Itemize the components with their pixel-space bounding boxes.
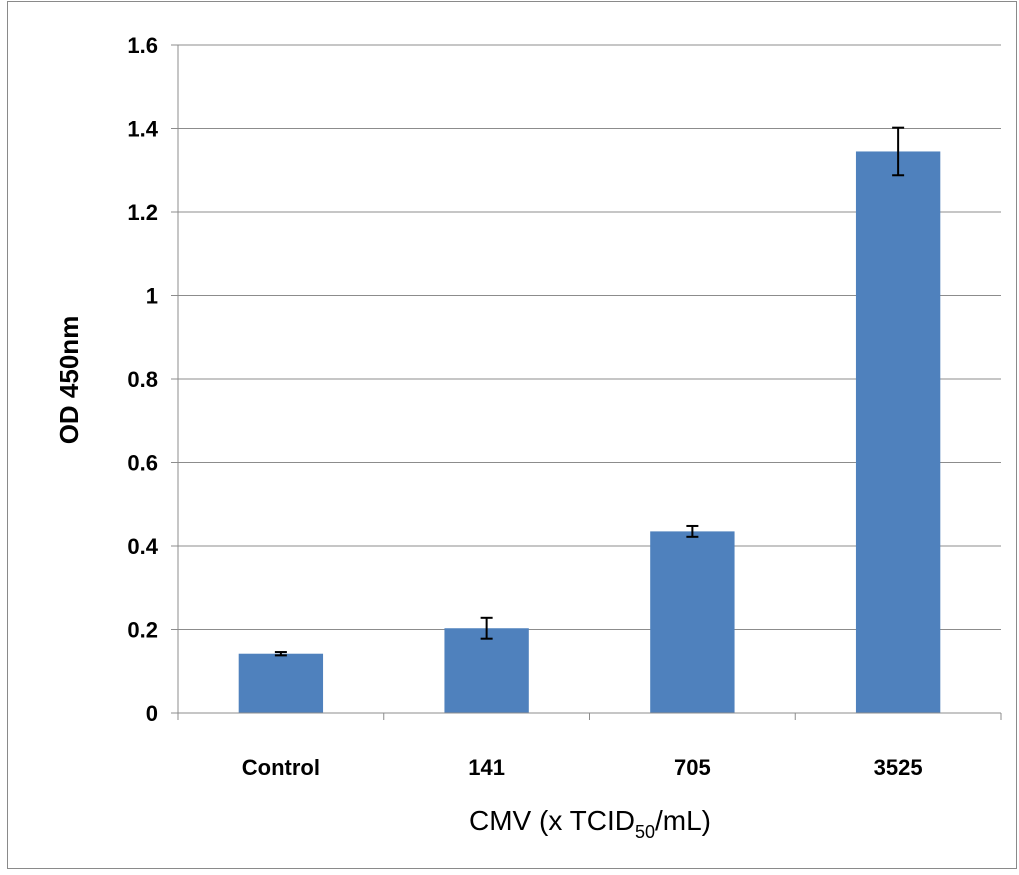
- y-tick-label: 0.4: [127, 534, 158, 559]
- x-tick-label: Control: [242, 755, 320, 780]
- y-tick-label: 1.4: [127, 117, 158, 142]
- y-axis-title: OD 450nm: [54, 316, 84, 445]
- x-tick-label: 3525: [874, 755, 923, 780]
- y-tick-label: 0.8: [127, 367, 158, 392]
- x-axis-title-prefix: CMV (x TCID: [469, 805, 635, 836]
- x-tick-label: 705: [674, 755, 711, 780]
- chart-frame: [7, 1, 1017, 869]
- bar: [855, 151, 941, 713]
- x-axis-title-subscript: 50: [635, 822, 655, 842]
- bar: [650, 531, 735, 713]
- y-tick-label: 1.2: [127, 200, 158, 225]
- y-tick-label: 0.2: [127, 618, 158, 643]
- x-tick-label: 141: [468, 755, 505, 780]
- bar: [238, 653, 324, 713]
- x-axis-title: CMV (x TCID50/mL): [469, 805, 711, 842]
- x-axis-title-suffix: /mL): [655, 805, 711, 836]
- y-tick-label: 0.6: [127, 451, 158, 476]
- y-tick-label: 1.6: [127, 33, 158, 58]
- bars: [238, 126, 941, 713]
- axes: [171, 44, 1002, 720]
- bar: [444, 628, 529, 713]
- y-tick-label: 0: [146, 701, 158, 726]
- y-tick-label: 1: [146, 284, 158, 309]
- tick-labels: 0 0.2 0.4 0.6 0.8 1 1.2 1.4 1.6 Control 141 705 3525: [127, 33, 922, 780]
